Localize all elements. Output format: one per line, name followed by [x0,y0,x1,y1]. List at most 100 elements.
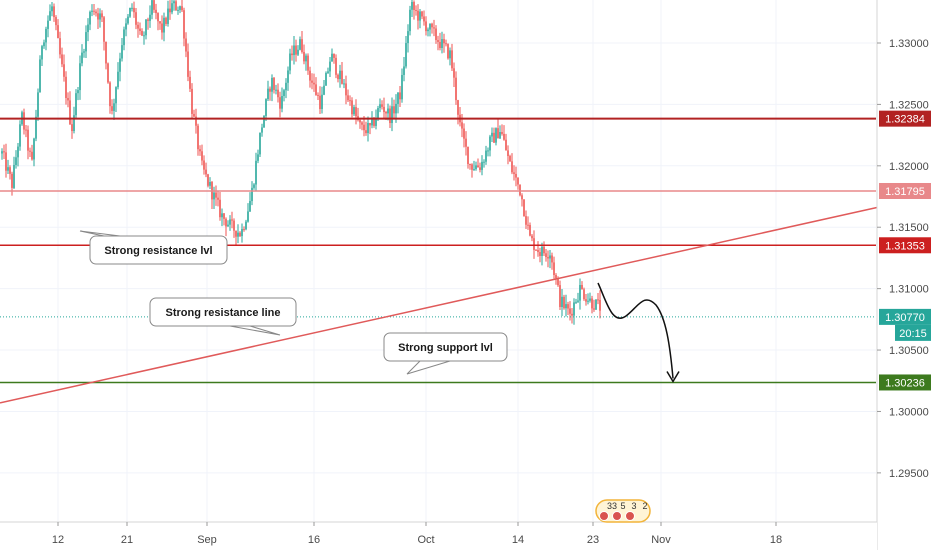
candle-body [385,112,387,114]
candle-body [139,28,141,31]
candle-body [165,17,167,24]
candle-body [125,23,127,30]
price-badge [879,374,931,391]
candle-body [439,41,441,49]
candle-body [53,6,55,18]
candle-body [469,164,471,166]
candle-body [363,124,365,131]
candle-body [213,192,215,200]
price-badge-label: 1.31795 [885,186,925,198]
x-tick-label: 16 [308,534,320,546]
candle-body [65,76,67,98]
candle-body [149,14,151,21]
candle-body [73,115,75,132]
projection-arrowhead [666,371,680,383]
candle-body [471,164,473,170]
candle-body [457,100,459,115]
event-flag-icon [625,511,635,521]
candle-body [361,122,363,125]
countdown-label: 20:15 [899,328,927,340]
candle-body [17,146,19,158]
candle-body [443,39,445,44]
price-badge-label: 1.30236 [885,377,925,389]
candle-body [141,30,143,36]
candle-body [377,108,379,119]
candle-body [305,55,307,62]
x-axis[interactable]: 12 21 Sep 16 Oct 14 23 Nov 18 [0,521,877,550]
candle-body [317,94,319,96]
projection-layer [597,282,680,383]
candle-body [407,31,409,44]
candle-body [251,187,253,202]
candle-body [303,51,305,62]
events-badge[interactable]: 33 5 3 2 [595,499,651,523]
candle-body [515,173,517,178]
candle-body [479,167,481,170]
candle-body [403,66,405,75]
candle-body [191,88,193,114]
y-axis-background [877,0,932,550]
candle-body [335,57,337,75]
candle-body [113,103,115,111]
candle-body [307,55,309,71]
candle-body [411,2,413,10]
candle-body [359,120,361,123]
candle-body [35,116,37,139]
candle-body [259,132,261,155]
x-tick-label: 23 [587,534,599,546]
candle-body [527,224,529,226]
price-badges: 1.32384 1.31795 1.31353 1.30770 1.30236 20:15 [879,110,931,391]
x-tick-label: Sep [197,534,217,546]
candle-body [387,108,389,114]
callouts-layer: Strong resistance lvl Strong resistance l… [79,230,508,375]
candle-body [249,201,251,212]
candle-body [3,151,5,153]
candle-body [285,82,287,91]
candle-body [371,118,373,126]
candle-body [121,45,123,59]
candle-body [155,9,157,14]
event-count: 33 [607,501,617,511]
candle-body [117,71,119,88]
candle-body [237,232,239,237]
candle-body [583,289,585,300]
candle-body [593,308,595,310]
candle-body [111,106,113,111]
candle-body [585,299,587,302]
candle-body [325,72,327,86]
candle-body [311,80,313,83]
candle-body [379,104,381,109]
candle-body [151,0,153,15]
candle-body [421,11,423,17]
candle-body [63,64,65,77]
trendline [0,205,883,404]
x-tick-label: 18 [770,534,782,546]
candle-body [301,39,303,52]
candle-body [223,213,225,219]
x-tick-label: 14 [512,534,524,546]
x-tick-label: Oct [417,534,434,546]
candle-body [217,197,219,200]
candle-body [517,177,519,185]
candle-body [175,1,177,11]
callout-label: Strong resistance line [166,307,281,319]
candle-body [345,83,347,96]
candle-body [555,275,557,279]
candle-body [91,10,93,12]
price-badge [879,182,931,199]
candle-body [309,70,311,81]
y-tick-label: 1.31000 [889,284,929,296]
candle-body [43,42,45,47]
x-tick-label: 21 [121,534,133,546]
candle-body [19,124,21,147]
y-axis[interactable]: 1.33000 1.32500 1.32000 1.31500 1.31000 1.305… [876,0,932,550]
candle-body [61,54,63,65]
candle-body [281,96,283,109]
candle-body [581,284,583,290]
y-tick-label: 1.32500 [889,99,929,111]
candle-body [41,46,43,60]
candle-body [153,0,155,10]
candle-body [475,165,477,170]
